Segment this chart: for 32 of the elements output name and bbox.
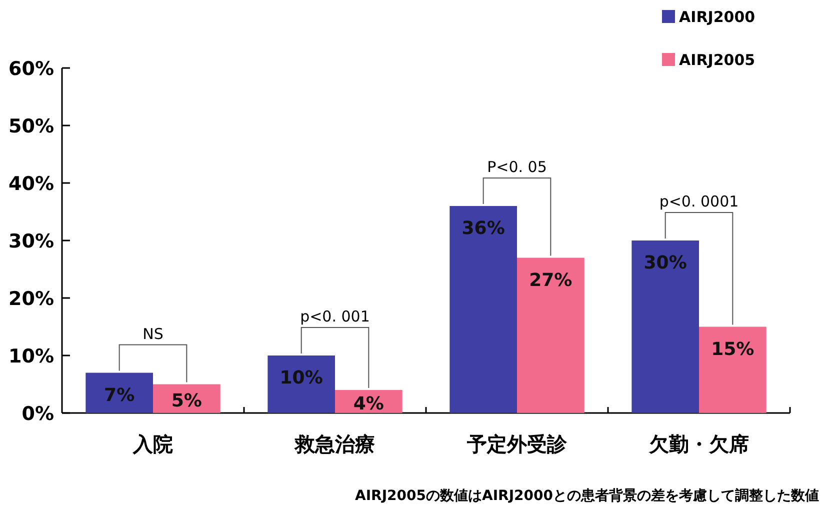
legend-label: AIRJ2005 xyxy=(679,51,756,69)
bar xyxy=(699,326,766,413)
bar xyxy=(517,258,584,413)
y-tick-label: 0% xyxy=(22,403,54,425)
y-tick-label: 40% xyxy=(8,173,54,195)
data-label: 5% xyxy=(171,390,202,412)
legend-label: AIRJ2000 xyxy=(679,8,756,26)
y-tick-label: 10% xyxy=(8,346,54,368)
annotation: NS xyxy=(142,324,164,343)
x-tick-label: 欠勤・欠席 xyxy=(648,432,749,456)
data-label: 10% xyxy=(280,368,323,388)
y-tick-label: 20% xyxy=(8,288,54,310)
y-tick-label: 30% xyxy=(8,230,54,252)
bar xyxy=(268,356,335,413)
bar xyxy=(86,372,153,413)
x-tick-label: 入院 xyxy=(132,432,173,456)
annotation: p<0. 0001 xyxy=(659,192,739,210)
data-label: 27% xyxy=(529,270,572,291)
data-label: 4% xyxy=(353,394,384,414)
y-tick-label: 50% xyxy=(8,116,54,138)
data-label: 36% xyxy=(462,218,505,239)
data-label: 15% xyxy=(711,338,754,360)
bar xyxy=(632,240,699,413)
y-tick-label: 60% xyxy=(8,58,54,80)
text: AIRJ2005の数値はAIRJ2000との患者背景の差を考慮して調整した数値 xyxy=(355,487,819,504)
bar xyxy=(450,206,517,413)
data-label: 7% xyxy=(104,384,135,406)
annotation: P<0. 05 xyxy=(487,158,547,176)
data-label: 30% xyxy=(644,252,687,274)
x-tick-label: 救急治療 xyxy=(294,432,375,456)
x-tick-label: 予定外受診 xyxy=(466,432,568,456)
annotation: p<0. 001 xyxy=(300,308,370,326)
